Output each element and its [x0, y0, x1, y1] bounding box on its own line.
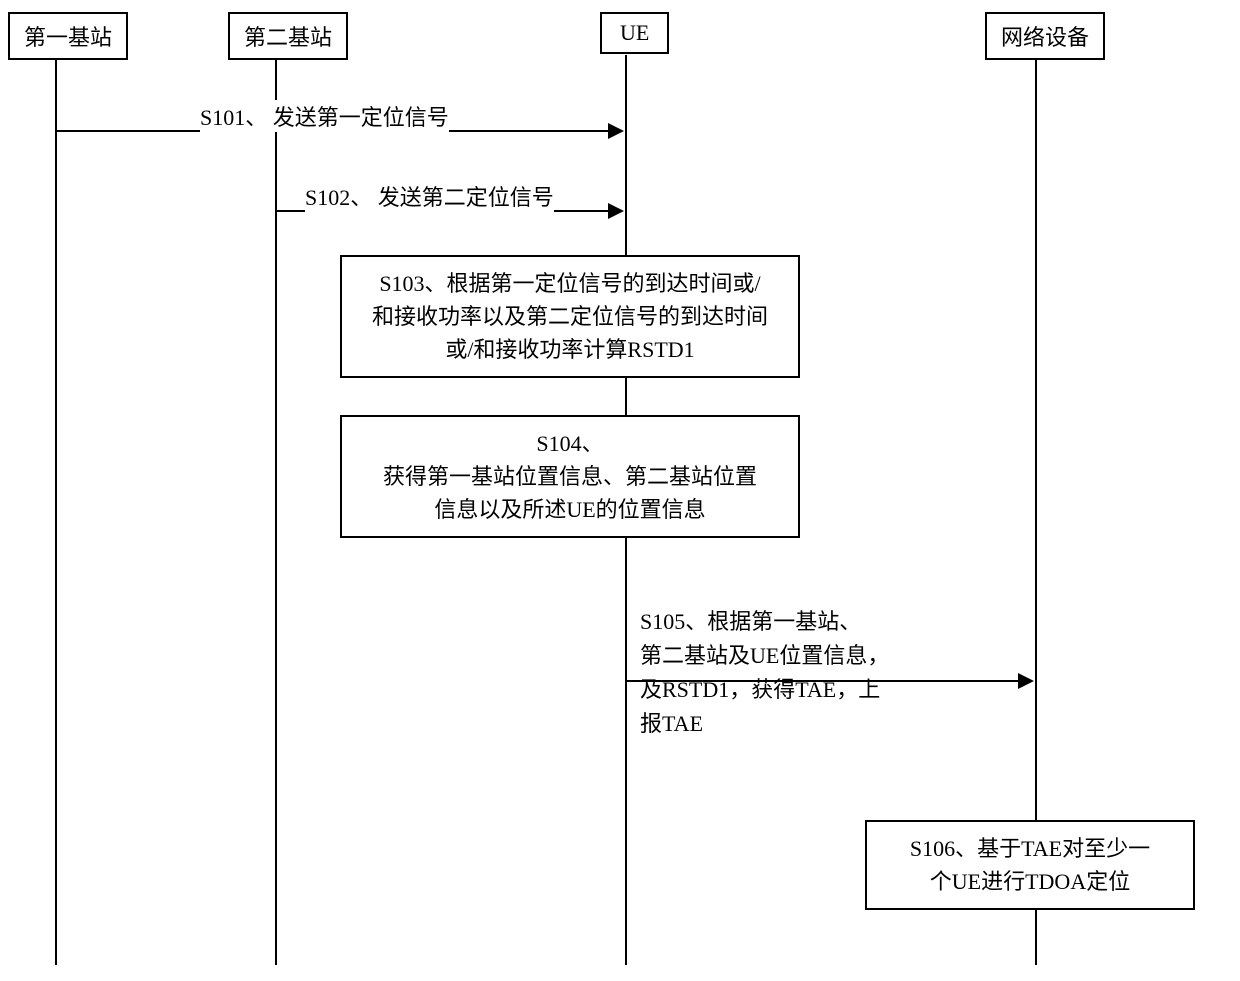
actor-bs2: 第二基站: [228, 12, 348, 60]
s105-line2: 第二基站及UE位置信息，: [640, 639, 889, 673]
arrowhead-s105: [1018, 673, 1034, 689]
label-s102: S102、 发送第二定位信号: [305, 180, 554, 212]
lifeline-bs2: [275, 55, 277, 965]
arrowhead-s102: [608, 203, 624, 219]
s103-line1: S103、根据第一定位信号的到达时间或/: [350, 267, 790, 300]
s103-line2: 和接收功率以及第二定位信号的到达时间: [350, 300, 790, 333]
actor-bs2-label: 第二基站: [244, 25, 332, 50]
s104-line1: S104、: [350, 427, 790, 460]
actor-net: 网络设备: [985, 12, 1105, 60]
s106-line1: S106、基于TAE对至少一: [879, 832, 1181, 865]
actor-bs1: 第一基站: [8, 12, 128, 60]
s104-line3: 信息以及所述UE的位置信息: [350, 493, 790, 526]
actor-ue: UE: [600, 12, 669, 54]
arrow-s105: [626, 680, 1020, 682]
label-s101: S101、 发送第一定位信号: [200, 100, 449, 132]
box-s106: S106、基于TAE对至少一 个UE进行TDOA定位: [865, 820, 1195, 910]
label-s105: S105、根据第一基站、 第二基站及UE位置信息， 及RSTD1，获得TAE，上…: [640, 605, 889, 741]
s105-line1: S105、根据第一基站、: [640, 605, 889, 639]
lifeline-bs1: [55, 55, 57, 965]
actor-ue-label: UE: [620, 20, 649, 45]
arrowhead-s101: [608, 123, 624, 139]
box-s104: S104、 获得第一基站位置信息、第二基站位置 信息以及所述UE的位置信息: [340, 415, 800, 538]
s105-line4: 报TAE: [640, 707, 889, 741]
s103-line3: 或/和接收功率计算RSTD1: [350, 333, 790, 366]
actor-net-label: 网络设备: [1001, 25, 1089, 50]
s106-line2: 个UE进行TDOA定位: [879, 865, 1181, 898]
s104-line2: 获得第一基站位置信息、第二基站位置: [350, 460, 790, 493]
actor-bs1-label: 第一基站: [24, 25, 112, 50]
box-s103: S103、根据第一定位信号的到达时间或/ 和接收功率以及第二定位信号的到达时间 …: [340, 255, 800, 378]
s105-line3: 及RSTD1，获得TAE，上: [640, 673, 889, 707]
